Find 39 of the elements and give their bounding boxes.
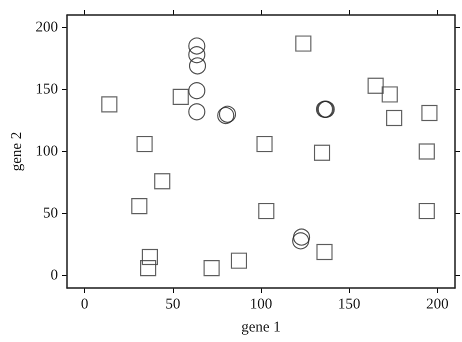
y-axis-title: gene 2: [9, 132, 26, 172]
point: [172, 88, 189, 105]
point: [101, 96, 118, 112]
point: [204, 260, 220, 276]
point: [368, 78, 384, 94]
point: [188, 103, 206, 120]
point: [188, 57, 206, 74]
point: [421, 104, 438, 122]
point: [140, 260, 156, 276]
point: [131, 198, 148, 214]
point: [230, 252, 248, 269]
x-tick-label: 200: [426, 296, 449, 312]
point: [258, 202, 274, 220]
y-tick-label: 150: [36, 81, 58, 98]
point: [188, 37, 206, 55]
point: [136, 136, 153, 152]
x-tick-label: 0: [80, 296, 88, 312]
point: [292, 232, 310, 250]
point: [256, 136, 273, 152]
point: [154, 173, 170, 190]
y-tick-label: 100: [36, 144, 58, 160]
point: [188, 82, 206, 100]
point: [295, 35, 312, 52]
point: [188, 46, 206, 64]
y-tick-label: 0: [50, 268, 58, 284]
point: [418, 143, 435, 160]
point: [386, 110, 402, 126]
point: [142, 248, 158, 266]
y-tick-label: 200: [36, 19, 58, 36]
y-tick-label: 50: [43, 206, 58, 222]
point: [418, 202, 435, 220]
x-tick-label: 50: [165, 296, 180, 312]
x-tick-label: 150: [338, 296, 360, 312]
x-tick-label: 100: [250, 296, 272, 312]
point: [314, 144, 330, 161]
point: [382, 86, 398, 103]
point: [292, 228, 310, 246]
x-axis-title: gene 1: [241, 320, 281, 336]
point: [316, 244, 333, 260]
